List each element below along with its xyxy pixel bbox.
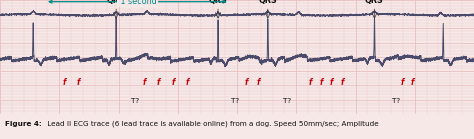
Text: QRS: QRS [258, 0, 277, 5]
Text: f: f [143, 78, 146, 87]
Text: f: f [171, 78, 175, 87]
Text: f: f [245, 78, 248, 87]
Text: T?: T? [392, 98, 400, 104]
Text: f: f [309, 78, 312, 87]
Text: 1 second: 1 second [118, 0, 157, 6]
Text: f: f [319, 78, 323, 87]
Text: f: f [157, 78, 161, 87]
Text: QRS: QRS [107, 0, 126, 5]
Text: Lead II ECG trace (6 lead trace is available online) from a dog. Speed 50mm/sec;: Lead II ECG trace (6 lead trace is avail… [45, 121, 379, 127]
Text: T?: T? [131, 98, 139, 104]
Text: f: f [76, 78, 80, 87]
Text: f: f [410, 78, 414, 87]
Text: f: f [256, 78, 260, 87]
Text: f: f [330, 78, 334, 87]
Text: f: f [62, 78, 66, 87]
Text: f: f [185, 78, 189, 87]
Text: f: f [341, 78, 345, 87]
Text: Figure 4:: Figure 4: [5, 121, 42, 127]
Text: f: f [400, 78, 404, 87]
Text: T?: T? [230, 98, 239, 104]
Text: QRS: QRS [365, 0, 384, 5]
Text: T?: T? [283, 98, 291, 104]
Text: QRS: QRS [209, 0, 228, 5]
